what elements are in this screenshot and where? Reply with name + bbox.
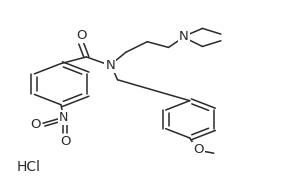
- Text: O: O: [31, 118, 41, 131]
- Text: O: O: [60, 135, 70, 148]
- Text: HCl: HCl: [17, 160, 41, 174]
- Text: N: N: [179, 30, 189, 43]
- Text: N: N: [106, 59, 115, 72]
- Text: N: N: [59, 111, 68, 124]
- Text: O: O: [76, 29, 86, 42]
- Text: O: O: [193, 143, 203, 156]
